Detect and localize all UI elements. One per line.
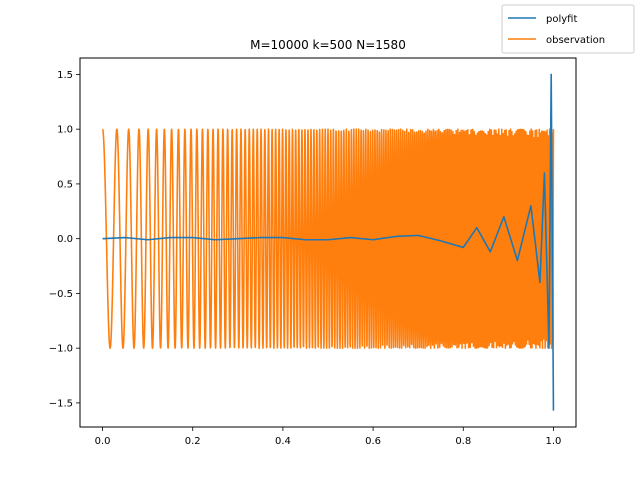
y-tick-label: −1.5 <box>49 398 73 409</box>
x-tick-label: 0.4 <box>275 436 291 447</box>
observation-series <box>101 128 555 349</box>
polyfit-line <box>102 73 555 411</box>
x-axis: 0.0 0.2 0.4 0.6 0.8 1.0 <box>95 427 562 447</box>
polyfit-series <box>102 73 555 411</box>
legend-label-polyfit: polyfit <box>546 14 577 25</box>
y-axis: −1.5 −1.0 −0.5 0.0 0.5 1.0 1.5 <box>49 70 80 409</box>
x-tick-label: 0.6 <box>365 436 381 447</box>
x-tick-label: 0.8 <box>455 436 471 447</box>
legend: polyfit observation <box>501 4 635 54</box>
y-tick-label: 0.0 <box>57 234 73 245</box>
y-tick-label: 1.5 <box>57 70 73 81</box>
x-tick-label: 1.0 <box>546 436 562 447</box>
chart-title: M=10000 k=500 N=1580 <box>250 38 406 52</box>
legend-box <box>501 4 635 54</box>
y-tick-label: 0.5 <box>57 179 73 190</box>
observation-line <box>101 128 555 349</box>
axes-frame <box>79 57 577 428</box>
y-tick-label: −1.0 <box>49 344 73 355</box>
x-tick-label: 0.0 <box>95 436 111 447</box>
y-tick-label: 1.0 <box>57 125 73 136</box>
x-tick-label: 0.2 <box>185 436 201 447</box>
y-tick-label: −0.5 <box>49 289 73 300</box>
legend-label-observation: observation <box>546 35 605 46</box>
